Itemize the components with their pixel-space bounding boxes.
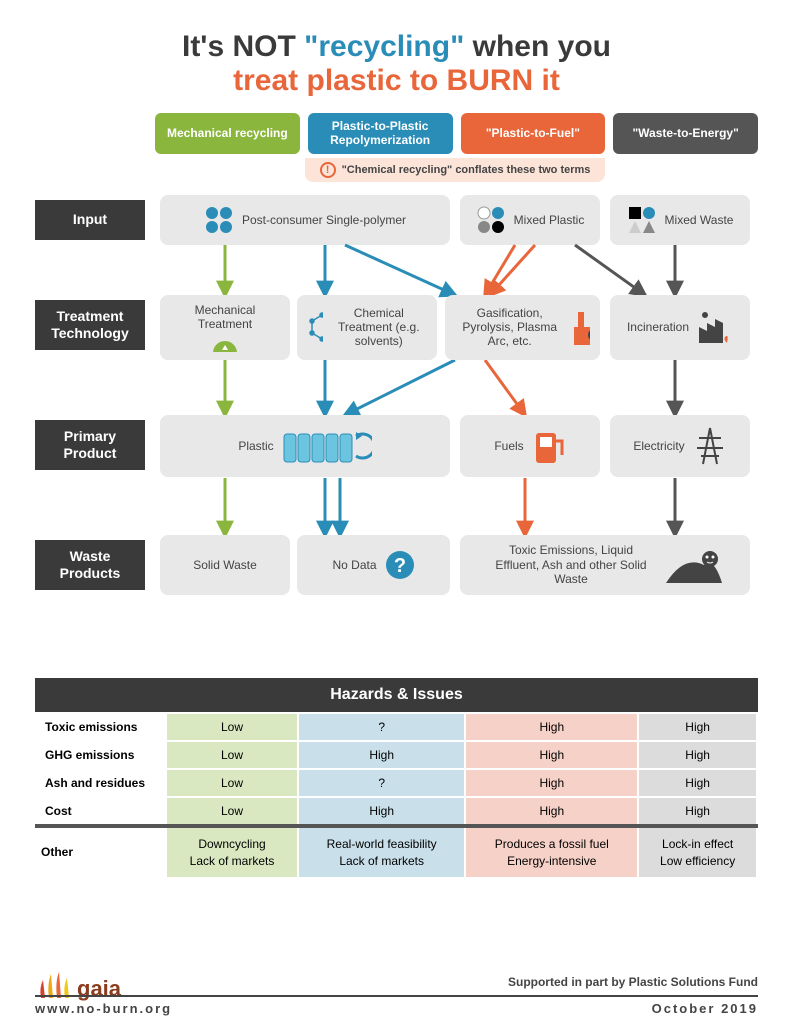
waste-nodata-text: No Data (332, 558, 376, 572)
refinery-icon (572, 307, 590, 347)
col-header-waste-to-energy: "Waste-to-Energy" (613, 113, 758, 154)
cell: Low (166, 769, 298, 797)
cell: Low (166, 797, 298, 826)
conflate-note: ! "Chemical recycling" conflates these t… (305, 158, 605, 182)
product-fuels: Fuels (460, 415, 600, 477)
title: It's NOT "recycling" when you treat plas… (0, 0, 793, 113)
cell: ? (298, 769, 465, 797)
waste-solid-text: Solid Waste (193, 558, 257, 572)
row-label: GHG emissions (36, 741, 166, 769)
cell: Low (166, 713, 298, 741)
product-electricity: Electricity (610, 415, 750, 477)
cell: High (465, 769, 638, 797)
molecule-icon (307, 312, 323, 342)
cell: High (465, 713, 638, 741)
waste-toxic-text: Toxic Emissions, Liquid Effluent, Ash an… (486, 543, 656, 586)
hazards-table: Toxic emissionsLow?HighHighGHG emissions… (35, 712, 758, 880)
col-header-mechanical: Mechanical recycling (155, 113, 300, 154)
support-text: Supported in part by Plastic Solutions F… (35, 975, 758, 989)
fuel-pump-icon (532, 427, 566, 465)
pylon-icon (693, 426, 727, 466)
flowchart: Input Treatment Technology Primary Produ… (35, 190, 758, 670)
cell: High (638, 741, 757, 769)
treatment-mechanical: Mechanical Treatment (160, 295, 290, 360)
cell: Real-world feasibility Lack of markets (298, 826, 465, 879)
treatment-inc-text: Incineration (627, 320, 689, 334)
row-label: Other (36, 826, 166, 879)
product-elec-text: Electricity (633, 439, 684, 453)
row-label: Cost (36, 797, 166, 826)
alert-icon: ! (320, 162, 336, 178)
waste-toxic: Toxic Emissions, Liquid Effluent, Ash an… (460, 535, 750, 595)
title-line-2: treat plastic to BURN it (40, 64, 753, 98)
question-icon: ? (385, 550, 415, 580)
conflate-text: "Chemical recycling" conflates these two… (342, 164, 591, 176)
cell: Downcycling Lack of markets (166, 826, 298, 879)
table-row: CostLowHighHighHigh (36, 797, 757, 826)
bottles-icon (282, 426, 372, 466)
footer: Supported in part by Plastic Solutions F… (0, 967, 793, 1024)
cell: High (638, 713, 757, 741)
recycle-icon (212, 340, 238, 352)
product-fuels-text: Fuels (494, 439, 523, 453)
cell: High (465, 797, 638, 826)
col-header-plastic-to-fuel: "Plastic-to-Fuel" (461, 113, 606, 154)
cell: High (465, 741, 638, 769)
column-headers: Mechanical recycling Plastic-to-Plastic … (155, 113, 758, 154)
cell: Produces a fossil fuel Energy-intensive (465, 826, 638, 879)
cell: High (298, 797, 465, 826)
col-header-repolymerization: Plastic-to-Plastic Repolymerization (308, 113, 453, 154)
treatment-incineration: Incineration (610, 295, 750, 360)
treatment-chem-text: Chemical Treatment (e.g. solvents) (331, 306, 427, 349)
table-row: Toxic emissionsLow?HighHigh (36, 713, 757, 741)
footer-url: www.no-burn.org (35, 1001, 172, 1016)
cell: ? (298, 713, 465, 741)
cell: High (298, 741, 465, 769)
treatment-gas-text: Gasification, Pyrolysis, Plasma Arc, etc… (455, 306, 564, 349)
treatment-gasification: Gasification, Pyrolysis, Plasma Arc, etc… (445, 295, 600, 360)
footer-date: October 2019 (652, 1001, 758, 1016)
svg-text:?: ? (393, 555, 405, 577)
product-plastic: Plastic (160, 415, 450, 477)
hazards-title: Hazards & Issues (35, 678, 758, 712)
factory-icon (697, 309, 733, 345)
waste-solid: Solid Waste (160, 535, 290, 595)
waste-nodata: No Data ? (297, 535, 450, 595)
title-line-1: It's NOT "recycling" when you (40, 30, 753, 64)
treatment-mech-text: Mechanical Treatment (170, 303, 280, 332)
treatment-chemical: Chemical Treatment (e.g. solvents) (297, 295, 437, 360)
cell: High (638, 797, 757, 826)
table-row: Ash and residuesLow?HighHigh (36, 769, 757, 797)
table-row: GHG emissionsLowHighHighHigh (36, 741, 757, 769)
row-label: Ash and residues (36, 769, 166, 797)
row-label: Toxic emissions (36, 713, 166, 741)
toxic-pile-icon (664, 545, 724, 585)
cell: High (638, 769, 757, 797)
product-plastic-text: Plastic (238, 439, 273, 453)
table-row-other: OtherDowncycling Lack of marketsReal-wor… (36, 826, 757, 879)
cell: Lock-in effect Low efficiency (638, 826, 757, 879)
cell: Low (166, 741, 298, 769)
